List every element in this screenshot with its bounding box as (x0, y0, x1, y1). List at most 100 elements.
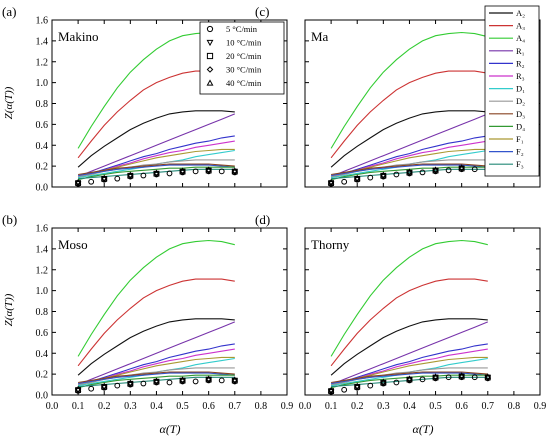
data-point-triangle-up (327, 178, 335, 185)
data-point-circle (88, 178, 95, 185)
data-point-triangle-up (153, 169, 160, 176)
series-line-R₁ (77, 321, 236, 386)
data-point-triangle-up (406, 168, 413, 175)
legend-marker (206, 39, 214, 47)
data-point-circle (166, 379, 173, 386)
legend-entry: R₂ (516, 58, 525, 68)
x-tick-label: 0.4 (150, 401, 163, 412)
data-point-triangle-up (153, 377, 160, 384)
legend-entry: 5 °C/min (226, 24, 258, 34)
panel-2: (c) Ma A₂ A₃ A₄ R₁ R₂ R₃ D₁ D₂ D₃ D₄ F₁ F₂ F₃ (255, 4, 541, 188)
data-point-triangle-up (179, 167, 186, 174)
x-tick-label: 0.0 (46, 401, 59, 412)
y-tick-label: 0.2 (36, 162, 49, 173)
data-point-triangle-up (127, 379, 134, 386)
x-tick-label: 0.0 (299, 401, 312, 412)
y-tick-label: 1.6 (36, 224, 49, 235)
y-tick-label: 1.2 (36, 57, 49, 68)
legend-entry: A₂ (516, 8, 525, 18)
legend-marker (206, 79, 214, 86)
data-point-triangle-up (432, 166, 439, 173)
panel-label: (a) (2, 4, 16, 19)
series-lines (330, 239, 489, 389)
legend-entry: R₃ (516, 71, 525, 81)
x-tick-label: 0.9 (281, 401, 294, 412)
experimental-markers (74, 375, 239, 394)
data-point-triangle-up (432, 373, 439, 380)
legend-box (199, 21, 285, 95)
series-line-R₂ (77, 343, 235, 387)
series-line-A₃ (77, 278, 235, 367)
data-point-triangle-up (231, 167, 239, 174)
data-point-circle (471, 166, 478, 173)
data-point-circle (367, 174, 374, 181)
data-point-circle (341, 386, 348, 393)
series-line-F₂ (78, 164, 235, 177)
series-line-D₃ (78, 371, 235, 384)
data-point-triangle-up (406, 375, 413, 382)
x-tick-label: 0.3 (124, 401, 137, 412)
panel-label: (d) (255, 212, 270, 227)
series-line-A₃ (330, 70, 488, 159)
data-point-circle (393, 379, 400, 386)
x-tick-label: 0.8 (508, 401, 521, 412)
y-tick-label: 0.8 (36, 307, 49, 318)
y-tick-label: 0.4 (36, 141, 49, 152)
data-point-circle (471, 374, 478, 381)
legend-marker (206, 52, 214, 60)
y-tick-label: 1.0 (36, 286, 49, 297)
x-tick-label: 0.3 (377, 401, 390, 412)
x-tick-label: 0.1 (325, 401, 338, 412)
series-line-R₁ (330, 113, 489, 178)
legend-entry: 30 °C/min (226, 65, 262, 75)
data-point-circle (445, 374, 452, 381)
series-line-R₁ (77, 113, 236, 178)
series-line-R₁ (330, 321, 489, 386)
x-tick-label: 0.6 (202, 401, 215, 412)
x-axis-label-right: α(T) (413, 422, 434, 436)
data-point-triangle-up (484, 373, 492, 380)
data-point-triangle-up (127, 171, 134, 178)
x-axis-label-left: α(T) (160, 422, 181, 436)
series-line-A₂ (77, 318, 235, 376)
y-tick-label: 1.4 (36, 244, 49, 255)
data-point-circle (114, 175, 121, 182)
data-point-triangle-up (327, 386, 335, 393)
x-tick-label: 0.6 (455, 401, 468, 412)
data-point-circle (218, 168, 225, 175)
legend: 5 °C/min 10 °C/min 20 °C/min 30 °C/min 40 °C… (199, 21, 285, 95)
y-tick-label: 0.0 (36, 183, 49, 194)
data-point-circle (367, 382, 374, 389)
data-point-triangle-up (353, 174, 361, 181)
x-tick-label: 0.5 (176, 401, 189, 412)
legend-entry: 40 °C/min (226, 78, 262, 88)
series-line-D₃ (78, 163, 235, 176)
y-tick-label: 0.4 (36, 349, 49, 360)
legend-entry: F₁ (516, 134, 524, 144)
data-point-triangle-up (179, 376, 186, 383)
panel-4: 0.0 0.1 0.2 0.3 0.4 0.5 0.6 0.7 0.8 0.9 (d) Thorny (255, 212, 546, 412)
series-line-D₃ (331, 371, 488, 384)
y-tick-label: 1.2 (36, 265, 49, 276)
panel-title: Ma (311, 29, 329, 44)
legend-entry: D₃ (516, 109, 525, 119)
panel-3: 0.0 0.1 0.2 0.3 0.4 0.5 0.6 0.7 0.8 0.9 0.0 0.2 0.4 0… (2, 212, 293, 412)
panel-title: Moso (58, 237, 88, 252)
data-point-triangle-up (74, 385, 82, 392)
series-line-R₂ (330, 135, 488, 179)
data-point-circle (341, 178, 348, 185)
x-tick-label: 0.1 (72, 401, 85, 412)
data-point-triangle-up (205, 166, 212, 173)
legend-entry: A₃ (516, 21, 525, 31)
data-point-triangle-up (458, 372, 465, 379)
legend-entry: 10 °C/min (226, 38, 262, 48)
panel-title: Makino (58, 29, 98, 44)
data-point-triangle-up (205, 375, 212, 382)
y-tick-label: 1.0 (36, 78, 49, 89)
y-tick-label: 0.8 (36, 99, 49, 110)
y-axis-label-bottom: Z(α(T)) (3, 293, 15, 326)
x-tick-label: 0.7 (229, 401, 242, 412)
data-point-circle (88, 385, 95, 392)
series-line-D₃ (331, 163, 488, 176)
